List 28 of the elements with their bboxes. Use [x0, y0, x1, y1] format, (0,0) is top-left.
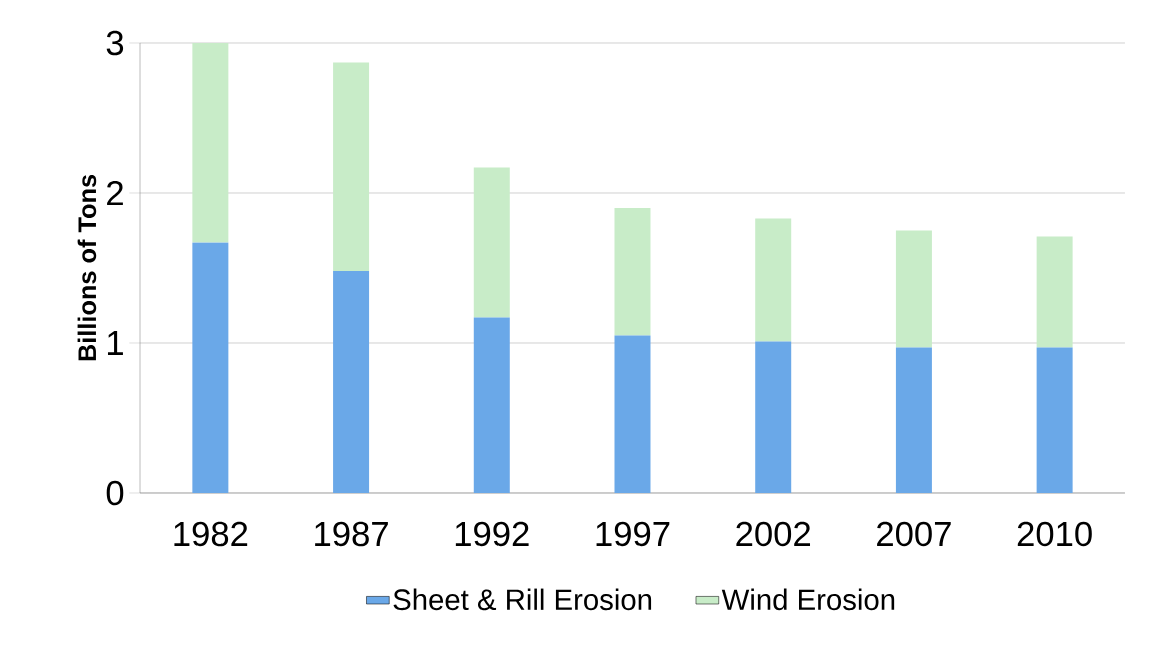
- x-tick-label: 2007: [877, 521, 951, 547]
- x-tick-label: 2002: [736, 521, 811, 547]
- bar: [614, 335, 651, 493]
- x-tick-label: 1982: [174, 521, 248, 547]
- bar: [1036, 236, 1073, 348]
- bar: [473, 167, 510, 318]
- y-tick-label: 3: [106, 30, 124, 56]
- bar: [895, 347, 932, 493]
- bar: [333, 62, 370, 271]
- y-axis-title: Billions of Tons: [77, 174, 97, 361]
- x-tick-label: 1997: [596, 521, 670, 547]
- bar: [614, 207, 651, 336]
- bar: [333, 270, 370, 493]
- legend-label: Wind Erosion: [721, 588, 895, 611]
- y-tick-label: 2: [107, 180, 123, 206]
- bar: [755, 341, 792, 493]
- x-tick-label: 2010: [1017, 521, 1092, 547]
- bar: [473, 317, 510, 493]
- x-tick-label: 1992: [455, 521, 529, 547]
- y-tick-label: 1: [107, 331, 123, 355]
- bar: [192, 42, 229, 243]
- x-tick-label: 1987: [315, 521, 388, 547]
- y-tick-label: 0: [106, 480, 124, 506]
- bar: [895, 230, 932, 348]
- bar: [755, 218, 792, 342]
- legend-label: Sheet & Rill Erosion: [393, 588, 652, 611]
- bar: [192, 242, 229, 493]
- bar: [1036, 347, 1073, 493]
